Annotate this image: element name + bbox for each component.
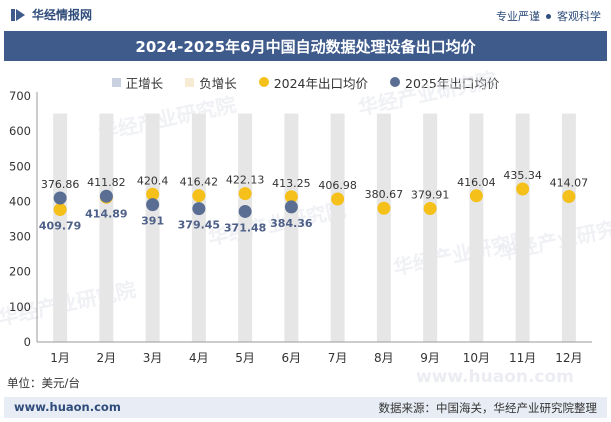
data-label-2025: 379.45 (178, 219, 220, 232)
background-bar (330, 113, 345, 342)
data-label-2024: 422.13 (226, 174, 265, 187)
x-tick-label: 3月 (143, 351, 163, 365)
point-2025 (53, 191, 67, 205)
data-label-2024: 406.98 (318, 179, 357, 192)
x-tick-label: 5月 (235, 351, 255, 365)
data-label-2024: 420.4 (137, 174, 169, 187)
background-bar (376, 113, 391, 342)
y-tick-label: 400 (9, 194, 31, 208)
legend-item-positive: 正增长 (111, 73, 164, 92)
brand[interactable]: 华经情报网 (10, 6, 92, 23)
unit-label: 单位：美元/台 (7, 376, 80, 390)
data-label-2024: 414.07 (550, 176, 589, 189)
slogan-left: 专业严谨 (496, 10, 540, 23)
x-tick-label: 6月 (282, 351, 302, 365)
x-tick-label: 11月 (509, 351, 536, 365)
point-2025 (192, 202, 206, 216)
point-2024 (331, 192, 345, 206)
data-label-2024: 380.67 (365, 188, 404, 201)
point-2024 (562, 189, 576, 203)
background-bar (145, 113, 160, 342)
legend-item-negative: 负增长 (185, 73, 237, 92)
y-tick-label: 0 (24, 335, 31, 349)
point-2024 (377, 201, 391, 215)
x-tick-label: 8月 (374, 351, 394, 365)
x-tick-label: 7月 (328, 351, 348, 365)
data-label-2024: 413.25 (272, 177, 311, 190)
point-2025 (99, 189, 113, 203)
watermark: 华经产业研究院 (496, 212, 611, 265)
point-2025 (284, 200, 298, 214)
dot-icon (546, 13, 551, 19)
legend-swatch-positive (111, 77, 121, 87)
x-tick-label: 10月 (463, 351, 490, 365)
data-label-2025: 384.36 (270, 217, 313, 230)
point-2024 (469, 189, 483, 203)
x-tick-label: 9月 (420, 351, 440, 365)
background-bar (284, 113, 299, 342)
background-bar (238, 113, 253, 342)
y-tick-label: 600 (9, 124, 31, 138)
background-bar (423, 113, 438, 342)
watermark-url: www.huaon.com (416, 367, 574, 387)
data-label-2025: 414.89 (85, 207, 127, 220)
slogan-right: 客观科学 (557, 10, 601, 23)
point-2024 (192, 189, 206, 203)
top-bar: 华经情报网 专业严谨 客观科学 (0, 0, 611, 30)
legend-item-2024: 2024年出口均价 (258, 73, 369, 92)
data-label-2025: 409.79 (39, 220, 81, 233)
point-2024 (423, 201, 437, 215)
brand-name: 华经情报网 (32, 8, 93, 22)
legend: 正增长 负增长 2024年出口均价 2025年出口均价 (0, 72, 611, 92)
x-tick-label: 2月 (97, 351, 117, 365)
logo-icon (10, 7, 26, 23)
slogan: 专业严谨 客观科学 (496, 8, 601, 24)
x-tick-label: 1月 (50, 351, 70, 365)
background-bar (515, 113, 530, 342)
watermark: 华经产业研究院 (356, 67, 498, 120)
data-label-2024: 416.42 (180, 176, 219, 189)
point-2025 (146, 198, 160, 212)
y-tick-label: 500 (9, 159, 31, 173)
background-bar (53, 113, 68, 342)
footer-site-link[interactable]: www.huaon.com (14, 400, 121, 414)
x-tick-label: 4月 (189, 351, 209, 365)
legend-label-2025: 2025年出口均价 (405, 75, 500, 91)
watermark: 华经产业研究院 (96, 92, 238, 145)
data-label-2024: 376.86 (41, 178, 80, 191)
x-tick-label: 12月 (555, 351, 582, 365)
legend-swatch-2024 (258, 77, 269, 87)
legend-swatch-negative (185, 77, 195, 87)
point-2024 (238, 187, 252, 201)
data-label-2024: 379.91 (411, 188, 450, 201)
background-bar (469, 113, 484, 342)
point-2025 (238, 204, 252, 218)
legend-label-negative: 负增长 (199, 75, 237, 91)
data-label-2024: 416.04 (457, 176, 496, 189)
background-bar (99, 113, 114, 342)
legend-label-2024: 2024年出口均价 (273, 75, 369, 91)
footer: www.huaon.com 数据来源：中国海关，华经产业研究院整理 (4, 397, 607, 418)
legend-swatch-2025 (390, 77, 401, 87)
title-bar: 2024-2025年6月中国自动数据处理设备出口均价 (4, 31, 607, 61)
point-2024 (284, 190, 298, 204)
point-2024 (146, 187, 160, 201)
legend-label-positive: 正增长 (125, 75, 164, 91)
footer-source: 数据来源：中国海关，华经产业研究院整理 (378, 401, 598, 415)
background-bar (561, 113, 576, 342)
y-tick-label: 100 (9, 300, 31, 314)
point-2024 (53, 203, 67, 217)
legend-item-2025: 2025年出口均价 (390, 73, 499, 92)
data-label-2025: 371.48 (224, 221, 266, 234)
chart-title: 2024-2025年6月中国自动数据处理设备出口均价 (135, 37, 476, 56)
data-label-2024: 411.82 (87, 176, 126, 189)
point-2024 (516, 182, 530, 196)
y-tick-label: 200 (9, 265, 31, 279)
y-tick-label: 700 (9, 89, 31, 103)
background-bar (191, 113, 206, 342)
y-tick-label: 300 (9, 230, 31, 244)
data-label-2024: 435.34 (503, 169, 542, 182)
data-label-2025: 391 (141, 215, 164, 228)
